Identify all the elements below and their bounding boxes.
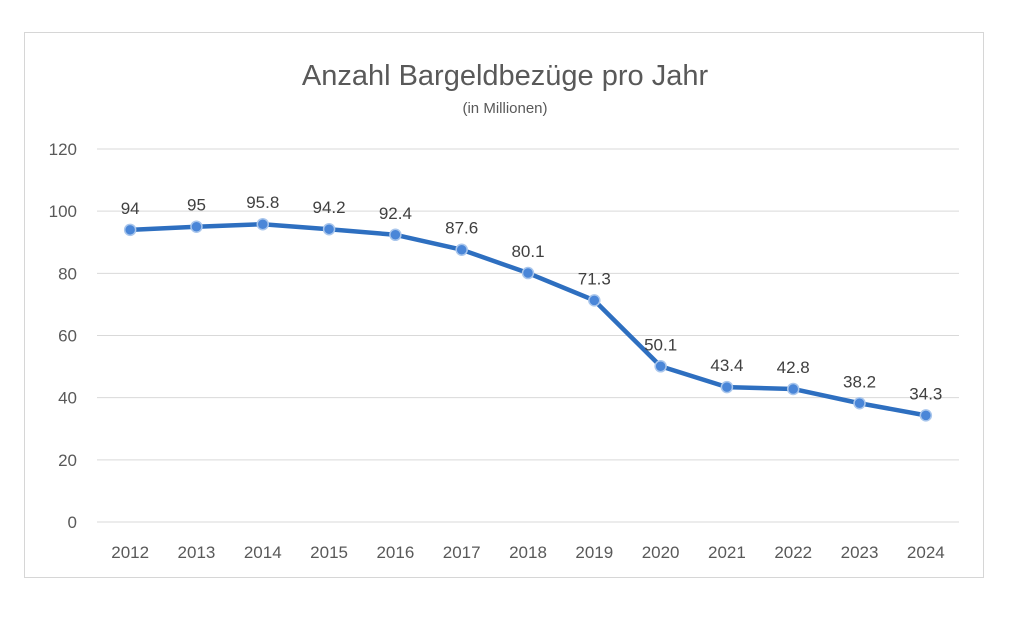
x-axis-ticks: 2012 2013 2014 2015 2016 2017 2018 2019 2020 2021… [111, 543, 945, 562]
data-point [853, 397, 866, 410]
data-point [322, 222, 336, 236]
x-tick-label: 2017 [443, 543, 481, 562]
x-tick-label: 2012 [111, 543, 149, 562]
data-label: 42.8 [777, 358, 810, 377]
data-label: 50.1 [644, 335, 677, 354]
chart-frame: Anzahl Bargeldbezüge pro Jahr (in Millio… [24, 32, 984, 578]
data-labels: 94 95 95.8 94.2 92.4 87.6 80.1 71.3 50.1 43.4 42.8… [121, 193, 943, 403]
data-label: 95.8 [246, 193, 279, 212]
x-tick-label: 2022 [774, 543, 812, 562]
x-tick-label: 2016 [376, 543, 414, 562]
data-label: 92.4 [379, 204, 412, 223]
y-axis-ticks: 0 20 40 60 80 100 120 [49, 140, 77, 532]
x-tick-label: 2020 [642, 543, 680, 562]
data-point [786, 382, 800, 396]
data-label: 94.2 [313, 198, 346, 217]
data-label: 71.3 [578, 269, 611, 288]
x-tick-label: 2023 [841, 543, 879, 562]
data-point [256, 217, 270, 231]
y-tick-label: 120 [49, 140, 77, 159]
y-tick-label: 0 [68, 513, 77, 532]
x-tick-label: 2021 [708, 543, 746, 562]
series-layer [123, 217, 933, 422]
gridlines [97, 148, 959, 523]
data-label: 34.3 [909, 384, 942, 403]
y-tick-label: 20 [58, 451, 77, 470]
data-label: 38.2 [843, 372, 876, 391]
data-point [123, 223, 137, 237]
chart-subtitle: (in Millionen) [462, 100, 547, 117]
line-chart: Anzahl Bargeldbezüge pro Jahr (in Millio… [49, 60, 959, 562]
data-point [521, 266, 535, 280]
data-point [190, 220, 203, 233]
data-point [720, 380, 734, 394]
data-label: 80.1 [511, 242, 544, 261]
x-tick-label: 2013 [178, 543, 216, 562]
y-tick-label: 80 [58, 264, 77, 283]
x-tick-label: 2019 [575, 543, 613, 562]
data-label: 87.6 [445, 219, 478, 238]
x-tick-label: 2018 [509, 543, 547, 562]
chart-title: Anzahl Bargeldbezüge pro Jahr [302, 60, 709, 92]
y-tick-label: 100 [49, 202, 77, 221]
data-point [919, 409, 933, 422]
y-tick-label: 60 [58, 327, 77, 346]
x-tick-label: 2014 [244, 543, 282, 562]
data-point [588, 294, 601, 307]
y-tick-label: 40 [58, 389, 77, 408]
data-label: 94 [121, 199, 140, 218]
x-tick-label: 2015 [310, 543, 348, 562]
data-label: 43.4 [710, 356, 743, 375]
data-point [389, 228, 402, 242]
data-label: 95 [187, 196, 206, 215]
data-point [455, 243, 468, 256]
data-point [654, 360, 667, 373]
x-tick-label: 2024 [907, 543, 945, 562]
